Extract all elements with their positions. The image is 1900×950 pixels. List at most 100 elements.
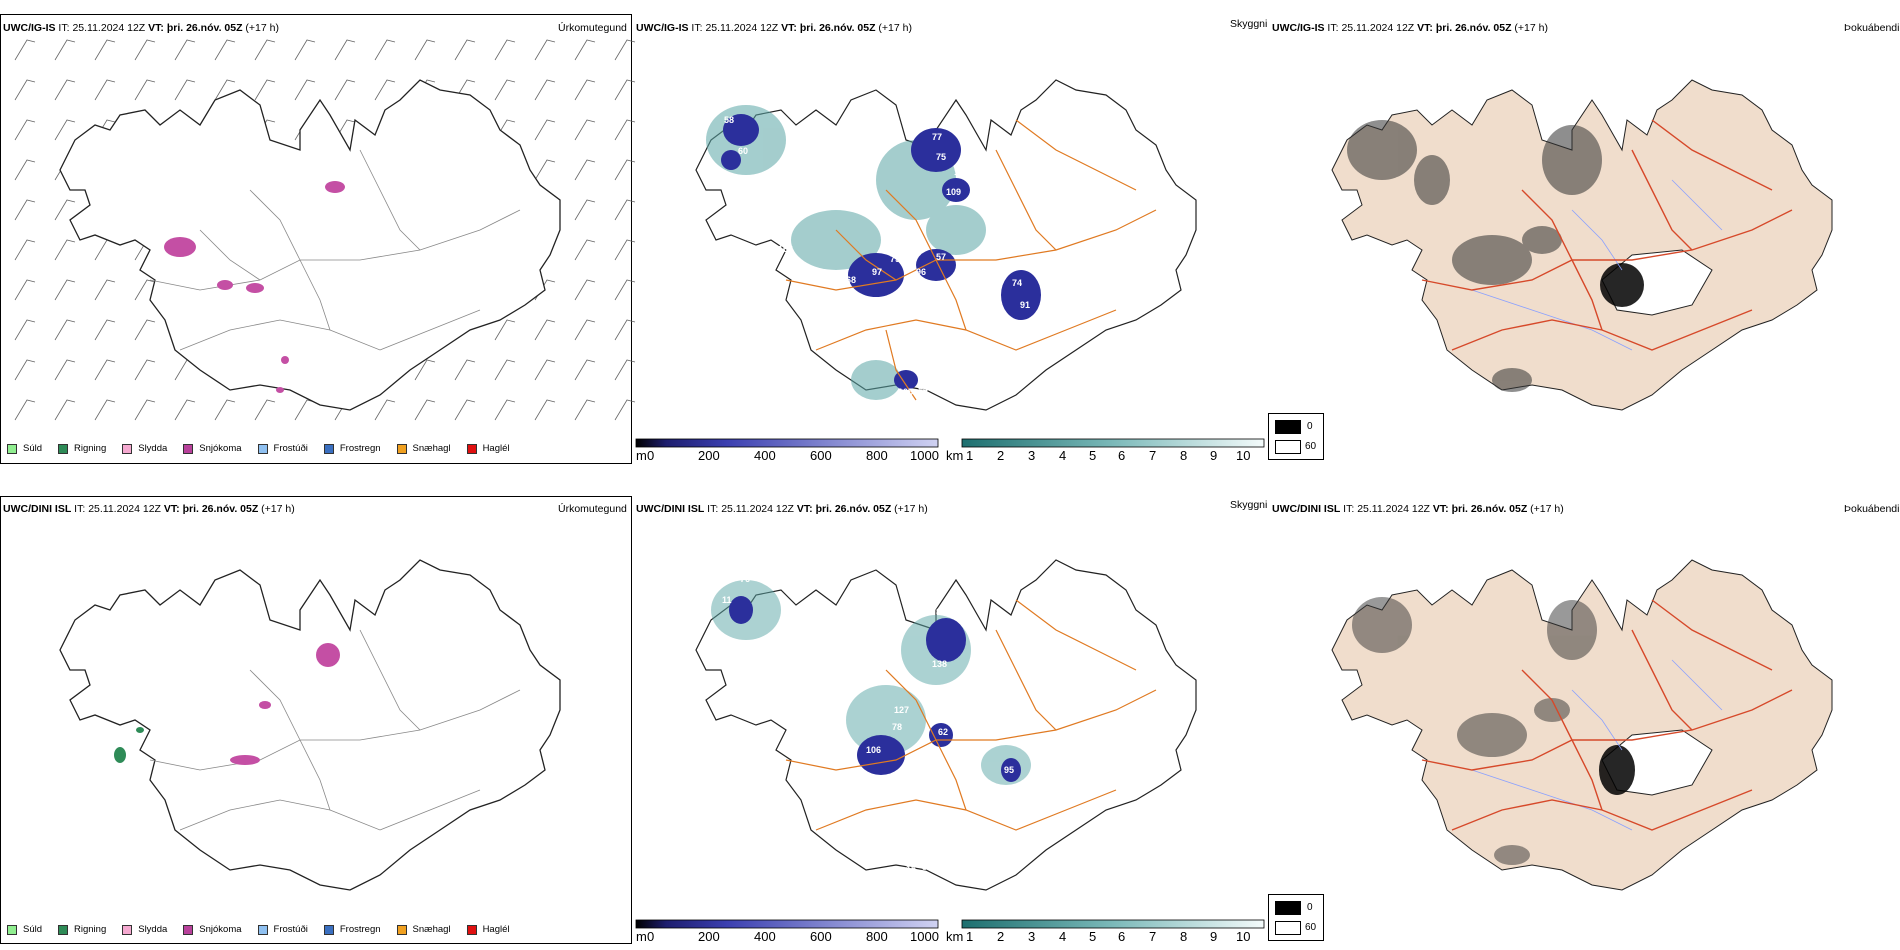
valid-time: þri. 26.nóv. 05Z	[166, 22, 243, 34]
cbm-tick: 0	[647, 448, 655, 463]
wind-barb	[294, 79, 316, 101]
fog-shading	[1352, 597, 1597, 865]
wind-barb	[334, 39, 356, 61]
vis-label: 97	[872, 267, 882, 277]
vis-label: 94	[918, 384, 928, 394]
wind-barb	[574, 279, 596, 301]
snow-patches	[164, 181, 345, 393]
cbm-tick: 400	[754, 929, 776, 944]
precip-panel-frame	[0, 14, 632, 464]
wind-barb	[54, 239, 76, 261]
legend-item: Frostúði	[257, 443, 308, 454]
vis-label: 57	[936, 252, 946, 262]
wind-barb	[294, 399, 316, 421]
legend-item: Frostregn	[323, 924, 381, 935]
fog-title: Þokuábendi	[1844, 503, 1900, 515]
vis-label: 11	[954, 167, 964, 177]
vis-label: 74	[1012, 278, 1022, 288]
legend-item: Slydda	[122, 443, 167, 454]
vis-label: 60	[738, 146, 748, 156]
wind-barb	[14, 39, 36, 61]
precip-map	[14, 39, 636, 421]
colorbar-m-unit: m	[636, 448, 647, 463]
vis-label: 68	[846, 275, 856, 285]
vis-labels: 12 58 60 77 75 11 109 65 162 97 79 57 68…	[724, 97, 1030, 397]
fog-title: Þokuábendi	[1844, 22, 1900, 34]
iceland-outline	[59, 79, 561, 411]
cbm-tick: 1000	[910, 448, 939, 463]
cbm-tick: 800	[866, 929, 888, 944]
wind-barb	[374, 79, 396, 101]
wind-barb	[414, 39, 436, 61]
visibility-map: 76 11 85 138 127 78 62 106 95 88 15	[695, 559, 1197, 891]
wind-barb	[534, 79, 556, 101]
vis-label: 77	[932, 132, 942, 142]
colorbar-km-unit: km	[946, 929, 964, 944]
precip-map	[59, 559, 561, 891]
visibility-map: 12 58 60 77 75 11 109 65 162 97 79 57 68…	[695, 79, 1197, 411]
wind-barb	[414, 399, 436, 421]
wind-barb	[174, 39, 196, 61]
wind-barb	[14, 159, 36, 181]
wind-barb	[534, 159, 556, 181]
wind-barb	[214, 39, 236, 61]
model-name: UWC/IG-IS	[636, 22, 689, 34]
vis-label: 62	[938, 727, 948, 737]
cbk-tick: 1	[966, 929, 974, 944]
vis-label: 11	[722, 595, 732, 605]
visibility-title: Skyggni	[1230, 499, 1268, 511]
cbm-tick: 1000	[910, 929, 939, 944]
cbk-tick: 3	[1028, 929, 1036, 944]
teal-fog-areas	[706, 105, 986, 400]
legend-swatch	[323, 443, 334, 454]
cbm-tick: 0	[647, 929, 655, 944]
wind-barb	[574, 199, 596, 221]
legend-swatch	[323, 924, 334, 935]
cbk-tick: 1	[966, 448, 974, 463]
legend-swatch	[7, 443, 17, 454]
fog-legend-0: 0	[1307, 421, 1313, 432]
wind-barb	[14, 119, 36, 141]
visibility-header: UWC/IG-IS IT: 25.11.2024 12Z VT: þri. 26…	[636, 22, 912, 34]
model-name: UWC/IG-IS	[1272, 22, 1325, 34]
vis-label: 78	[892, 722, 902, 732]
precip-legend: Súld Rigning Slydda Snjókoma Frostúði Fr…	[7, 924, 526, 935]
wind-barb	[614, 279, 636, 301]
fog-map	[1331, 559, 1833, 891]
vis-label: 95	[1004, 765, 1014, 775]
legend-swatch	[396, 443, 407, 454]
wind-barb	[134, 319, 156, 341]
vis-label: 109	[946, 187, 961, 197]
wind-barb	[54, 119, 76, 141]
wind-barb	[534, 399, 556, 421]
fog-swatch-white	[1275, 921, 1301, 935]
wind-barb	[454, 39, 476, 61]
cbm-tick: 600	[810, 929, 832, 944]
legend-item: Súld	[7, 924, 42, 935]
legend-swatch	[257, 924, 268, 935]
wind-barb	[574, 359, 596, 381]
wind-barb	[454, 359, 476, 381]
wind-barb	[254, 79, 276, 101]
legend-swatch	[58, 443, 69, 454]
wind-barb	[494, 39, 516, 61]
wind-barb	[14, 399, 36, 421]
fog-legend-0: 0	[1307, 902, 1313, 913]
road-network	[785, 599, 1157, 831]
vis-label: 88	[922, 862, 932, 872]
wind-barb	[494, 79, 516, 101]
wind-barb	[14, 319, 36, 341]
vis-label: 91	[1020, 300, 1030, 310]
vis-label: 12	[748, 97, 758, 107]
legend-swatch	[122, 924, 133, 935]
wind-barb	[54, 319, 76, 341]
fog-dark-core	[1600, 263, 1644, 307]
colorbar-m	[635, 438, 939, 448]
cbm-tick: 200	[698, 929, 720, 944]
fog-header: UWC/IG-IS IT: 25.11.2024 12Z VT: þri. 26…	[1272, 22, 1548, 34]
cbk-tick: 4	[1059, 929, 1067, 944]
cbm-tick: 800	[866, 448, 888, 463]
vis-label: 106	[866, 745, 881, 755]
legend-swatch	[257, 443, 268, 454]
snow-patches	[230, 643, 340, 765]
